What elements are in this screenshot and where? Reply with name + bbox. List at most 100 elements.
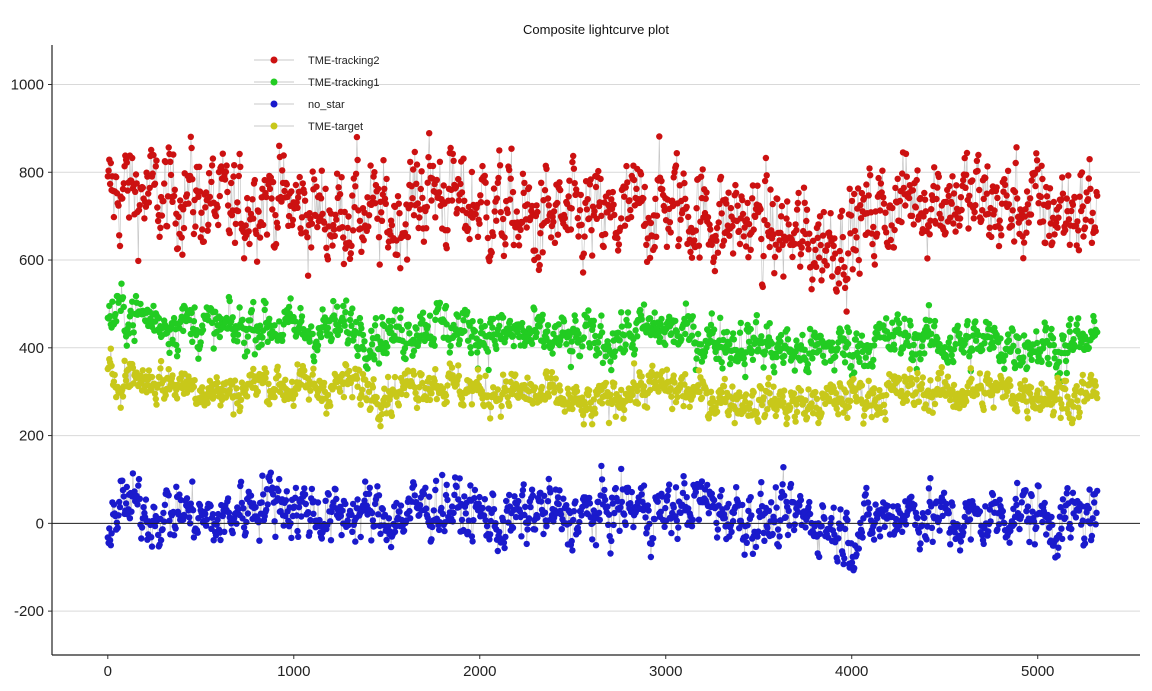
data-point <box>543 368 550 375</box>
data-point <box>622 521 629 529</box>
data-point <box>469 318 476 325</box>
data-point <box>1033 339 1041 347</box>
data-point <box>217 402 224 409</box>
data-point <box>653 233 660 240</box>
data-point <box>122 500 130 507</box>
data-point <box>367 405 374 412</box>
data-point <box>359 386 366 393</box>
data-point <box>185 200 192 207</box>
data-point <box>611 211 618 219</box>
data-point <box>283 488 290 495</box>
data-point <box>883 328 891 335</box>
data-point <box>106 537 114 544</box>
data-point <box>777 331 785 339</box>
data-point <box>276 475 283 483</box>
data-point <box>682 371 689 378</box>
data-point <box>318 535 325 542</box>
data-point <box>882 209 889 216</box>
data-point <box>666 219 674 226</box>
data-point <box>487 415 494 422</box>
data-point <box>135 475 143 483</box>
data-point <box>502 241 509 248</box>
data-point <box>506 491 513 499</box>
data-point <box>693 205 700 212</box>
data-point <box>343 297 350 304</box>
data-point <box>908 493 915 500</box>
data-point <box>439 510 447 518</box>
data-point <box>834 345 841 352</box>
data-point <box>159 526 166 533</box>
data-point <box>236 150 243 158</box>
data-point <box>745 254 752 261</box>
data-point <box>176 491 183 498</box>
data-point <box>263 231 271 238</box>
data-point <box>331 316 338 323</box>
data-point <box>1028 356 1035 363</box>
data-point <box>831 235 838 242</box>
data-point <box>397 502 405 509</box>
data-point <box>469 538 476 545</box>
data-point <box>540 530 547 538</box>
data-point <box>173 483 180 490</box>
data-point <box>707 388 715 395</box>
data-point <box>617 504 624 511</box>
data-point <box>760 394 767 401</box>
data-point <box>761 537 768 544</box>
data-point <box>339 224 346 231</box>
data-point <box>106 313 114 320</box>
data-point <box>293 199 300 206</box>
data-point <box>368 509 376 517</box>
data-point <box>556 179 563 186</box>
data-point <box>419 309 427 316</box>
data-point <box>301 189 308 197</box>
data-point <box>804 240 811 248</box>
data-point <box>843 509 850 516</box>
data-point <box>384 343 391 350</box>
data-point <box>705 510 712 517</box>
data-point <box>128 508 135 515</box>
data-point <box>637 171 645 178</box>
data-point <box>845 403 853 410</box>
data-point <box>400 527 408 534</box>
data-point <box>475 500 482 507</box>
data-point <box>1081 224 1089 231</box>
data-point <box>204 227 211 234</box>
data-point <box>455 197 463 204</box>
data-point <box>881 409 888 416</box>
data-point <box>228 212 236 219</box>
data-point <box>587 176 594 183</box>
data-point <box>864 499 872 506</box>
data-point <box>568 205 575 212</box>
data-point <box>741 360 748 368</box>
data-point <box>963 171 970 178</box>
data-point <box>849 266 856 273</box>
data-point <box>707 321 715 329</box>
data-point <box>519 319 526 327</box>
data-point <box>680 170 687 177</box>
data-point <box>1010 342 1017 349</box>
data-point <box>217 536 224 544</box>
data-point <box>560 495 567 502</box>
data-point <box>251 176 258 184</box>
data-point <box>301 367 308 374</box>
data-point <box>892 184 899 192</box>
data-point <box>119 195 126 202</box>
data-point <box>157 357 165 365</box>
data-point <box>232 220 239 228</box>
data-point <box>870 536 878 543</box>
data-point <box>202 522 210 529</box>
data-point <box>347 310 354 317</box>
data-point <box>651 243 658 251</box>
data-point <box>187 133 194 140</box>
data-point <box>482 517 489 524</box>
data-point <box>307 215 314 222</box>
data-point <box>224 495 232 502</box>
data-point <box>199 226 206 233</box>
data-point <box>791 240 798 247</box>
data-point <box>908 380 916 388</box>
data-point <box>891 226 898 234</box>
data-point <box>256 537 263 544</box>
data-point <box>833 405 840 412</box>
data-point <box>854 349 861 356</box>
data-point <box>174 347 182 354</box>
